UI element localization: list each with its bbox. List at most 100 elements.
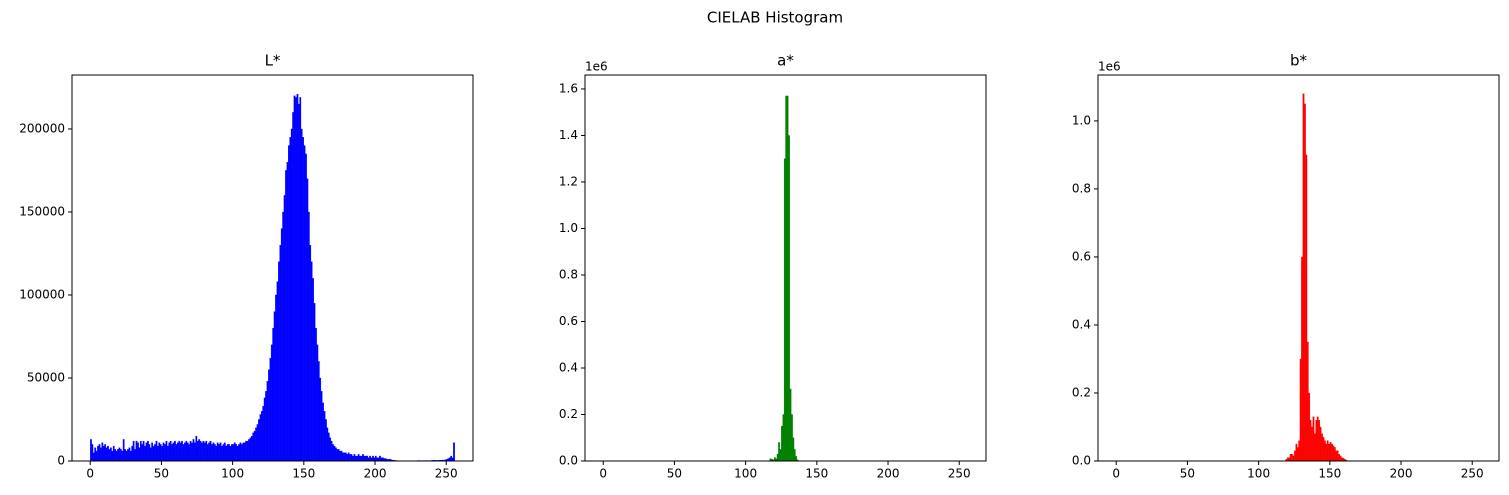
histogram-bar bbox=[292, 112, 295, 462]
histogram-bar bbox=[201, 442, 203, 462]
x-tick-label: 50 bbox=[154, 467, 169, 481]
histogram-bar bbox=[273, 311, 276, 462]
x-tick-label: 250 bbox=[948, 467, 971, 481]
histogram-bar bbox=[253, 430, 256, 462]
offset-label: 1e6 bbox=[1098, 60, 1121, 74]
histogram-bar bbox=[169, 440, 172, 462]
histogram-bar bbox=[208, 442, 210, 462]
histogram-bar bbox=[232, 444, 235, 462]
histogram-bar bbox=[276, 281, 279, 462]
histogram-bar bbox=[786, 95, 789, 462]
y-tick-label: 0.0 bbox=[1072, 454, 1091, 468]
histogram-bar bbox=[349, 454, 351, 462]
histogram-bar bbox=[302, 137, 304, 462]
y-tick-label: 0.2 bbox=[1072, 385, 1091, 399]
histogram-bar bbox=[776, 453, 779, 462]
histogram-bar bbox=[124, 449, 126, 462]
histogram-bar bbox=[1312, 416, 1315, 462]
histogram-bar bbox=[1329, 442, 1332, 462]
histogram-bar bbox=[235, 444, 238, 462]
histogram-bar bbox=[259, 414, 262, 462]
histogram-bar bbox=[362, 454, 364, 462]
histogram-bar bbox=[332, 444, 334, 462]
histogram-bar bbox=[374, 455, 377, 462]
histogram-bar bbox=[282, 211, 285, 462]
histogram-bar bbox=[333, 445, 336, 462]
histogram-bar bbox=[225, 445, 228, 462]
histogram-bar bbox=[258, 419, 260, 462]
histogram-bar bbox=[175, 444, 178, 462]
histogram-bar bbox=[192, 439, 195, 462]
histogram-bar bbox=[1318, 420, 1321, 462]
histogram-bar bbox=[1338, 454, 1340, 462]
histogram-bar bbox=[137, 442, 139, 462]
histogram-bar bbox=[102, 445, 105, 462]
y-tick-label: 0.4 bbox=[1072, 317, 1091, 331]
histogram-bar bbox=[1295, 443, 1298, 462]
histogram-bar bbox=[450, 455, 453, 462]
y-tick-label: 0.6 bbox=[1072, 249, 1091, 263]
histogram-bar bbox=[155, 440, 158, 462]
histogram-bar bbox=[303, 145, 306, 462]
histogram-bar bbox=[1289, 454, 1292, 462]
histogram-bar bbox=[315, 328, 317, 462]
axes-frame bbox=[71, 74, 474, 462]
histogram-bar bbox=[108, 449, 111, 462]
axes-frame bbox=[584, 74, 987, 462]
histogram-bar bbox=[255, 427, 257, 462]
histogram-bar bbox=[327, 432, 330, 462]
histogram-bar bbox=[188, 444, 191, 462]
histogram-bar bbox=[773, 457, 776, 462]
histogram-bar bbox=[246, 440, 249, 462]
histogram-bar bbox=[185, 440, 188, 462]
histogram-bar bbox=[1315, 420, 1318, 462]
histogram-bar bbox=[1306, 341, 1309, 462]
histogram-bar bbox=[236, 445, 239, 462]
histogram-bar bbox=[174, 440, 176, 462]
histogram-bar bbox=[1321, 433, 1323, 462]
histogram-bar bbox=[783, 158, 786, 462]
histogram-bar bbox=[111, 450, 114, 462]
histogram-bar bbox=[310, 261, 313, 462]
histogram-bar bbox=[312, 278, 314, 462]
histogram-bar bbox=[1335, 450, 1338, 462]
histogram-bar bbox=[115, 450, 118, 462]
histogram-bar bbox=[182, 444, 185, 462]
histogram-bar bbox=[122, 439, 125, 462]
figure-title: CIELAB Histogram bbox=[707, 9, 843, 27]
histogram-bar bbox=[172, 442, 175, 462]
histogram-bar bbox=[213, 444, 216, 462]
histogram-bar bbox=[346, 454, 349, 462]
histogram-bar bbox=[278, 261, 280, 462]
histogram-bar bbox=[335, 447, 337, 462]
histogram-bar bbox=[238, 444, 240, 462]
histogram-bar bbox=[366, 455, 369, 462]
histogram-bar bbox=[325, 419, 327, 462]
histogram-bar bbox=[145, 442, 148, 462]
y-tick-label: 200000 bbox=[19, 121, 65, 135]
y-tick-label: 1.4 bbox=[559, 128, 578, 142]
histogram-bar bbox=[792, 437, 795, 462]
histogram-bar bbox=[91, 444, 94, 462]
histogram-bar bbox=[1286, 457, 1289, 462]
x-tick-label: 200 bbox=[364, 467, 387, 481]
histogram-bar bbox=[121, 450, 124, 462]
histogram-bar bbox=[194, 442, 196, 462]
histogram-bar bbox=[98, 444, 101, 462]
histogram-bar bbox=[789, 388, 792, 462]
histogram-bar bbox=[1301, 256, 1303, 462]
histogram-bar bbox=[360, 455, 363, 462]
histogram-bar bbox=[195, 435, 198, 462]
histogram-bar bbox=[1291, 454, 1293, 462]
histogram-bar bbox=[337, 449, 340, 462]
histogram-bar bbox=[157, 445, 159, 462]
histogram-bar bbox=[112, 445, 115, 462]
histogram-bar bbox=[229, 445, 232, 462]
histogram-bar bbox=[270, 344, 273, 462]
histogram-bar bbox=[233, 442, 236, 462]
histogram-bar bbox=[347, 452, 350, 462]
y-tick-label: 1.0 bbox=[1072, 113, 1091, 127]
histogram-bar bbox=[147, 440, 149, 462]
x-tick-label: 100 bbox=[734, 467, 757, 481]
